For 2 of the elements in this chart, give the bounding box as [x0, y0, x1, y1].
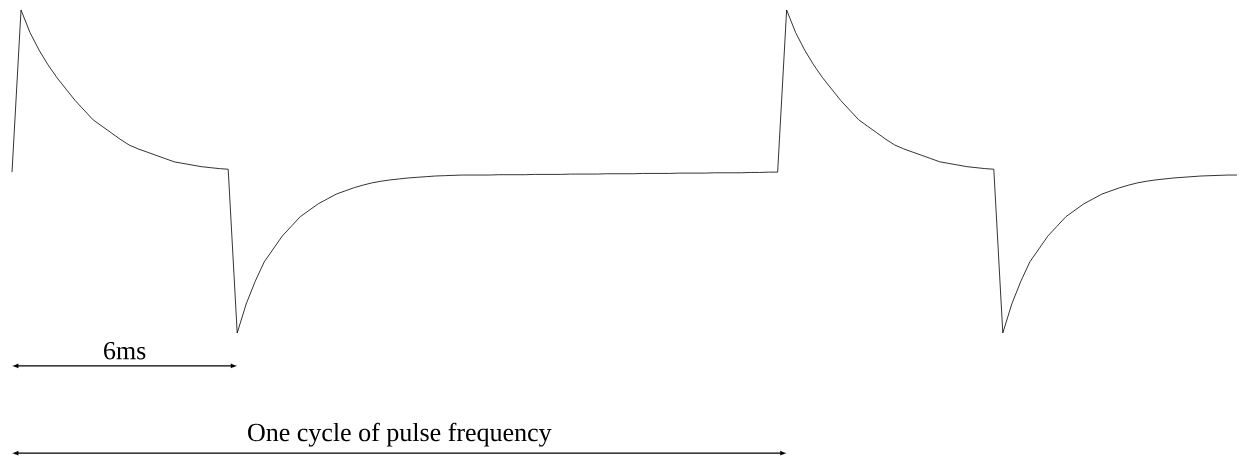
text: One cycle of pulse frequency: [248, 422, 552, 447]
text: 6ms: [104, 341, 146, 360]
